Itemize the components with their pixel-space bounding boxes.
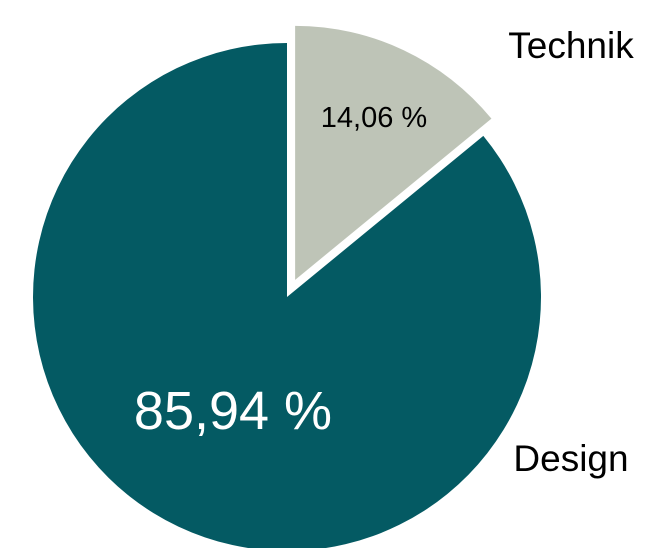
pie-slice-design bbox=[33, 43, 541, 548]
category-label-technik: Technik bbox=[508, 25, 634, 66]
value-label-design: 85,94 % bbox=[134, 381, 332, 441]
value-label-technik: 14,06 % bbox=[321, 102, 427, 134]
pie-slice-technik bbox=[295, 25, 492, 280]
category-label-design: Design bbox=[513, 438, 628, 479]
